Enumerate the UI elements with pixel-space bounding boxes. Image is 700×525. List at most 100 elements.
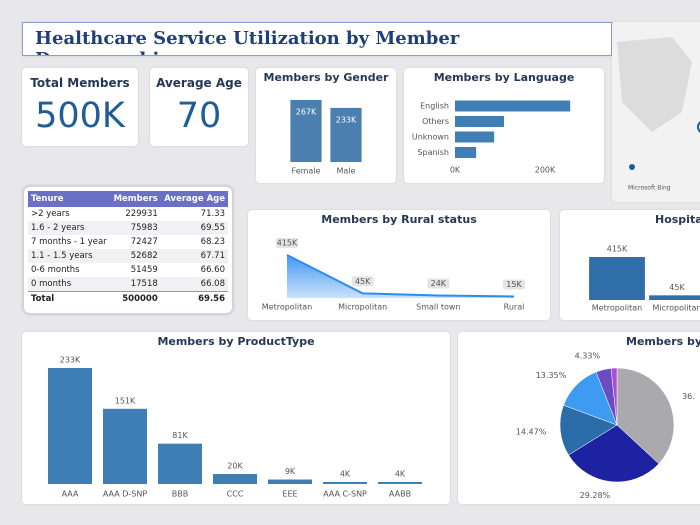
map-point bbox=[697, 121, 700, 133]
chart: Members by Rural status Metropolitan 415K M… bbox=[262, 213, 525, 312]
bar bbox=[330, 107, 362, 162]
kpi-label: Total Members bbox=[30, 76, 130, 90]
kpi-value: 500K bbox=[35, 96, 125, 136]
x-tick-label: Small town bbox=[416, 303, 460, 312]
data-label: 415K bbox=[607, 245, 628, 254]
data-label: 9K bbox=[285, 467, 296, 476]
pie-slice bbox=[616, 367, 675, 465]
x-tick-label: AABB bbox=[389, 490, 411, 499]
dashboard-title: Healthcare Service Utilization by Member… bbox=[35, 28, 460, 55]
column-header: Tenure bbox=[28, 191, 111, 207]
chart-title: Members by Rural status bbox=[321, 213, 477, 226]
chart: Members by B 36. 29.28% 14.47% 13.35% 4.33% bbox=[516, 335, 700, 500]
x-tick-label: Metropolitan bbox=[592, 304, 643, 313]
x-tick-label: CCC bbox=[227, 490, 244, 499]
x-tick-label: 200K bbox=[535, 166, 556, 175]
bar bbox=[649, 295, 700, 300]
x-tick-label: Female bbox=[292, 167, 321, 176]
table-cell: 67.71 bbox=[160, 249, 228, 263]
data-label: 15K bbox=[506, 280, 522, 289]
bar bbox=[455, 147, 477, 158]
data-label: 81K bbox=[172, 431, 188, 440]
chart-panel: Hospital Metropolitan 415K Micropolitan 45K bbox=[560, 210, 700, 320]
land bbox=[617, 37, 692, 132]
chart: Members by ProductType AAA 233K AAA D-SNP 15… bbox=[48, 335, 422, 499]
x-tick-label: BBB bbox=[172, 490, 188, 499]
table-cell: 229931 bbox=[125, 209, 158, 219]
x-tick-label: Male bbox=[337, 167, 356, 176]
column-header: Members bbox=[110, 191, 161, 207]
x-tick-label: AAA C-SNP bbox=[323, 490, 367, 499]
data-label: 36. bbox=[682, 392, 695, 401]
data-label: 233K bbox=[60, 356, 81, 365]
x-tick-label: AAA bbox=[62, 490, 79, 499]
y-tick-label: Spanish bbox=[417, 148, 449, 157]
kpi-value: 70 bbox=[176, 96, 222, 136]
data-label: 45K bbox=[355, 277, 371, 286]
data-label: 4.33% bbox=[575, 352, 601, 361]
data-label: 4K bbox=[340, 470, 351, 479]
table-cell: >2 years bbox=[31, 209, 70, 219]
chart: Members by Language 0K 200K English Others Un… bbox=[412, 71, 575, 175]
bar bbox=[455, 100, 571, 112]
data-label: 45K bbox=[669, 283, 685, 292]
label-bg bbox=[276, 238, 298, 248]
chart-title: Members by B bbox=[626, 335, 700, 348]
table-cell: 7 months - 1 year bbox=[31, 237, 107, 247]
data-label: 13.35% bbox=[536, 371, 567, 380]
chart: Hospital Metropolitan 415K Micropolitan 45K bbox=[589, 213, 700, 313]
table-cell: 69.56 bbox=[160, 291, 228, 306]
table-cell: 75983 bbox=[110, 221, 161, 235]
y-tick-label: Others bbox=[422, 117, 449, 126]
y-tick-label: English bbox=[420, 102, 449, 111]
tenure-table: Tenure Members Average Age >2 years 229931 71… bbox=[28, 191, 228, 306]
chart-panel: Members by Language 0K 200K English Others Un… bbox=[404, 68, 604, 183]
data-label: 267K bbox=[296, 108, 317, 117]
chart-panel: Members by ProductType AAA 233K AAA D-SNP 15… bbox=[22, 332, 450, 504]
table-cell: 0-6 months bbox=[31, 265, 80, 275]
x-tick-label: 0K bbox=[450, 166, 461, 175]
x-tick-label: Metropolitan bbox=[262, 303, 313, 312]
table-row: >2 years 229931 71.33 bbox=[28, 207, 228, 221]
chart-title: Members by Language bbox=[434, 71, 575, 84]
title-box: Healthcare Service Utilization by Member… bbox=[22, 22, 612, 56]
label-bg bbox=[427, 278, 450, 289]
bar bbox=[48, 368, 92, 484]
table-row: 7 months - 1 year 72427 68.23 bbox=[28, 235, 228, 249]
header-row: Tenure Members Average Age bbox=[28, 191, 228, 207]
table-cell: 69.55 bbox=[160, 221, 228, 235]
pie-slice bbox=[610, 367, 618, 426]
chart-title: Members by Gender bbox=[264, 71, 390, 84]
bar bbox=[323, 482, 367, 484]
data-label: 20K bbox=[227, 462, 243, 471]
table-cell: 17518 bbox=[110, 277, 161, 292]
table-cell: 0 months bbox=[28, 277, 111, 292]
table-cell: 66.08 bbox=[160, 277, 228, 292]
data-label: 415K bbox=[277, 239, 298, 248]
table-row: 0 months 17518 66.08 bbox=[28, 277, 228, 292]
kpi-label: Average Age bbox=[156, 76, 242, 90]
map-point bbox=[629, 164, 635, 170]
data-label: 4K bbox=[395, 470, 406, 479]
chart-title: Members by ProductType bbox=[157, 335, 314, 348]
table-cell: 1.1 - 1.5 years bbox=[28, 249, 111, 263]
label-bg bbox=[351, 276, 374, 287]
total-row: Total 500000 69.56 bbox=[28, 291, 228, 306]
label-bg bbox=[503, 279, 525, 290]
x-tick-label: EEE bbox=[282, 490, 297, 499]
table-row: 0-6 months 51459 66.60 bbox=[28, 263, 228, 277]
x-tick-label: AAA D-SNP bbox=[103, 490, 148, 499]
pie-slice bbox=[568, 424, 660, 483]
map: Microsoft Bing bbox=[612, 22, 700, 202]
map-graphic: Microsoft Bing bbox=[617, 37, 700, 192]
table-cell: 71.33 bbox=[200, 209, 225, 219]
bar bbox=[455, 116, 505, 127]
bar bbox=[268, 479, 312, 484]
table-cell: 68.23 bbox=[200, 237, 225, 247]
data-label: 233K bbox=[336, 115, 357, 124]
data-label: 14.47% bbox=[516, 428, 547, 437]
x-tick-label: Rural bbox=[504, 303, 525, 312]
y-tick-label: Unknown bbox=[412, 133, 449, 142]
line bbox=[286, 254, 515, 298]
